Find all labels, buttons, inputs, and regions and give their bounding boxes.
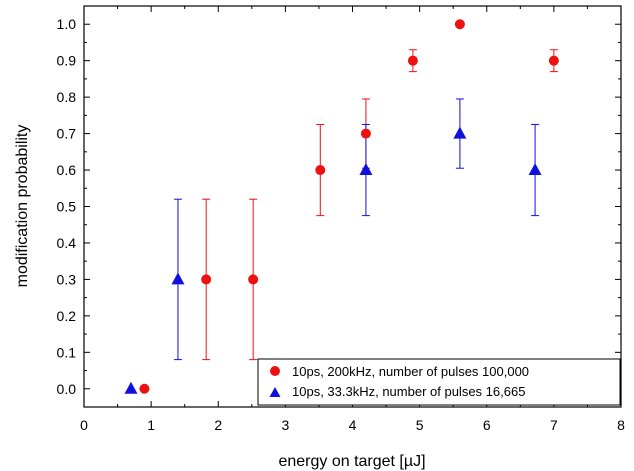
y-axis-title: modification probability: [14, 125, 31, 288]
y-tick-label: 0.8: [57, 89, 77, 105]
legend-marker-red-circle: [270, 366, 280, 376]
axis-ticks: [83, 6, 622, 407]
data-point-series-1: [548, 55, 559, 66]
y-tick-label: 0.9: [57, 53, 77, 69]
x-tick-label: 6: [483, 417, 491, 433]
x-tick-label: 2: [214, 417, 222, 433]
y-tick-label: 0.7: [57, 126, 77, 142]
x-tick-label: 4: [349, 417, 357, 433]
data-point-series-1: [248, 274, 259, 285]
data-point-series-1: [407, 55, 418, 66]
x-tick-label: 7: [550, 417, 558, 433]
x-tick-labels: 0 1 2 3 4 5 6 7 8: [80, 417, 625, 433]
data-point-series-1: [315, 165, 326, 176]
data-point-series-1: [454, 19, 465, 30]
error-bars: [173, 49, 558, 361]
y-tick-label: 0.5: [57, 199, 77, 215]
data-markers: [124, 19, 559, 394]
y-tick-label: 0.2: [57, 308, 77, 324]
data-point-series-2: [124, 381, 138, 394]
y-tick-label: 0.6: [57, 162, 77, 178]
data-point-series-2: [171, 272, 185, 285]
legend-label-series-1: 10ps, 200kHz, number of pulses 100,000: [292, 364, 529, 379]
x-axis-title: energy on target [µJ]: [278, 453, 425, 470]
x-tick-label: 8: [617, 417, 625, 433]
data-point-series-2: [453, 126, 467, 139]
x-tick-label: 3: [281, 417, 289, 433]
data-point-series-2: [359, 163, 373, 176]
y-tick-label: 1.0: [57, 16, 77, 32]
y-tick-label: 0.4: [57, 235, 77, 251]
legend-box: [257, 358, 621, 406]
x-tick-label: 0: [80, 417, 88, 433]
y-tick-label: 0.0: [57, 381, 77, 397]
legend: 10ps, 200kHz, number of pulses 100,000 1…: [257, 358, 621, 406]
y-tick-label: 0.3: [57, 271, 77, 287]
data-point-series-2: [528, 163, 542, 176]
data-point-series-1: [360, 128, 371, 139]
plot-frame: [83, 5, 622, 408]
x-tick-label: 1: [147, 417, 155, 433]
y-tick-labels: 0.0 0.1 0.2 0.3 0.4 0.5 0.6 0.7 0.8 0.9 1.0: [57, 16, 77, 397]
legend-marker-blue-triangle: [269, 387, 281, 397]
data-point-series-1: [201, 274, 212, 285]
x-tick-label: 5: [416, 417, 424, 433]
legend-label-series-2: 10ps, 33.3kHz, number of pulses 16,665: [292, 384, 525, 399]
data-point-series-1: [139, 383, 150, 394]
y-tick-label: 0.1: [57, 344, 77, 360]
